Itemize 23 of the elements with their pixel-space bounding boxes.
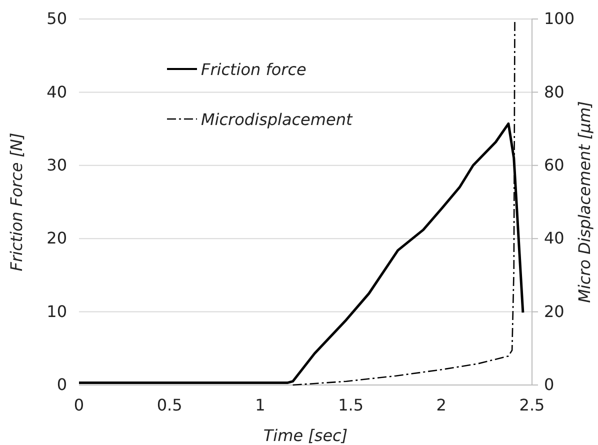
y-tick-label: 40 bbox=[46, 82, 67, 102]
y2-tick-label: 100 bbox=[544, 9, 575, 28]
x-tick-label: 2.5 bbox=[519, 395, 545, 414]
y2-axis-title: Micro Displacement [μm] bbox=[575, 101, 594, 303]
y-tick-label: 50 bbox=[46, 9, 67, 28]
x-axis-title: Time [sec] bbox=[263, 426, 348, 445]
y-tick-label: 20 bbox=[46, 228, 67, 248]
y2-tick-label: 40 bbox=[544, 228, 564, 248]
x-tick-label: 2 bbox=[436, 395, 446, 414]
y2-tick-label: 80 bbox=[544, 82, 564, 102]
y2-tick-label: 20 bbox=[544, 302, 564, 321]
y-tick-label: 30 bbox=[46, 156, 67, 175]
legend-label: Friction force bbox=[201, 60, 307, 79]
y-axis-title: Friction Force [N] bbox=[7, 132, 26, 272]
x-tick-label: 1.5 bbox=[338, 395, 364, 414]
legend-label: Microdisplacement bbox=[201, 110, 353, 129]
x-tick-label: 0 bbox=[74, 395, 84, 414]
y2-tick-label: 60 bbox=[544, 156, 564, 175]
x-tick-label: 0.5 bbox=[156, 395, 182, 414]
y2-tick-label: 0 bbox=[544, 375, 554, 394]
y-tick-label: 0 bbox=[56, 375, 67, 394]
y-tick-label: 10 bbox=[46, 302, 67, 321]
x-tick-label: 1 bbox=[255, 395, 266, 414]
